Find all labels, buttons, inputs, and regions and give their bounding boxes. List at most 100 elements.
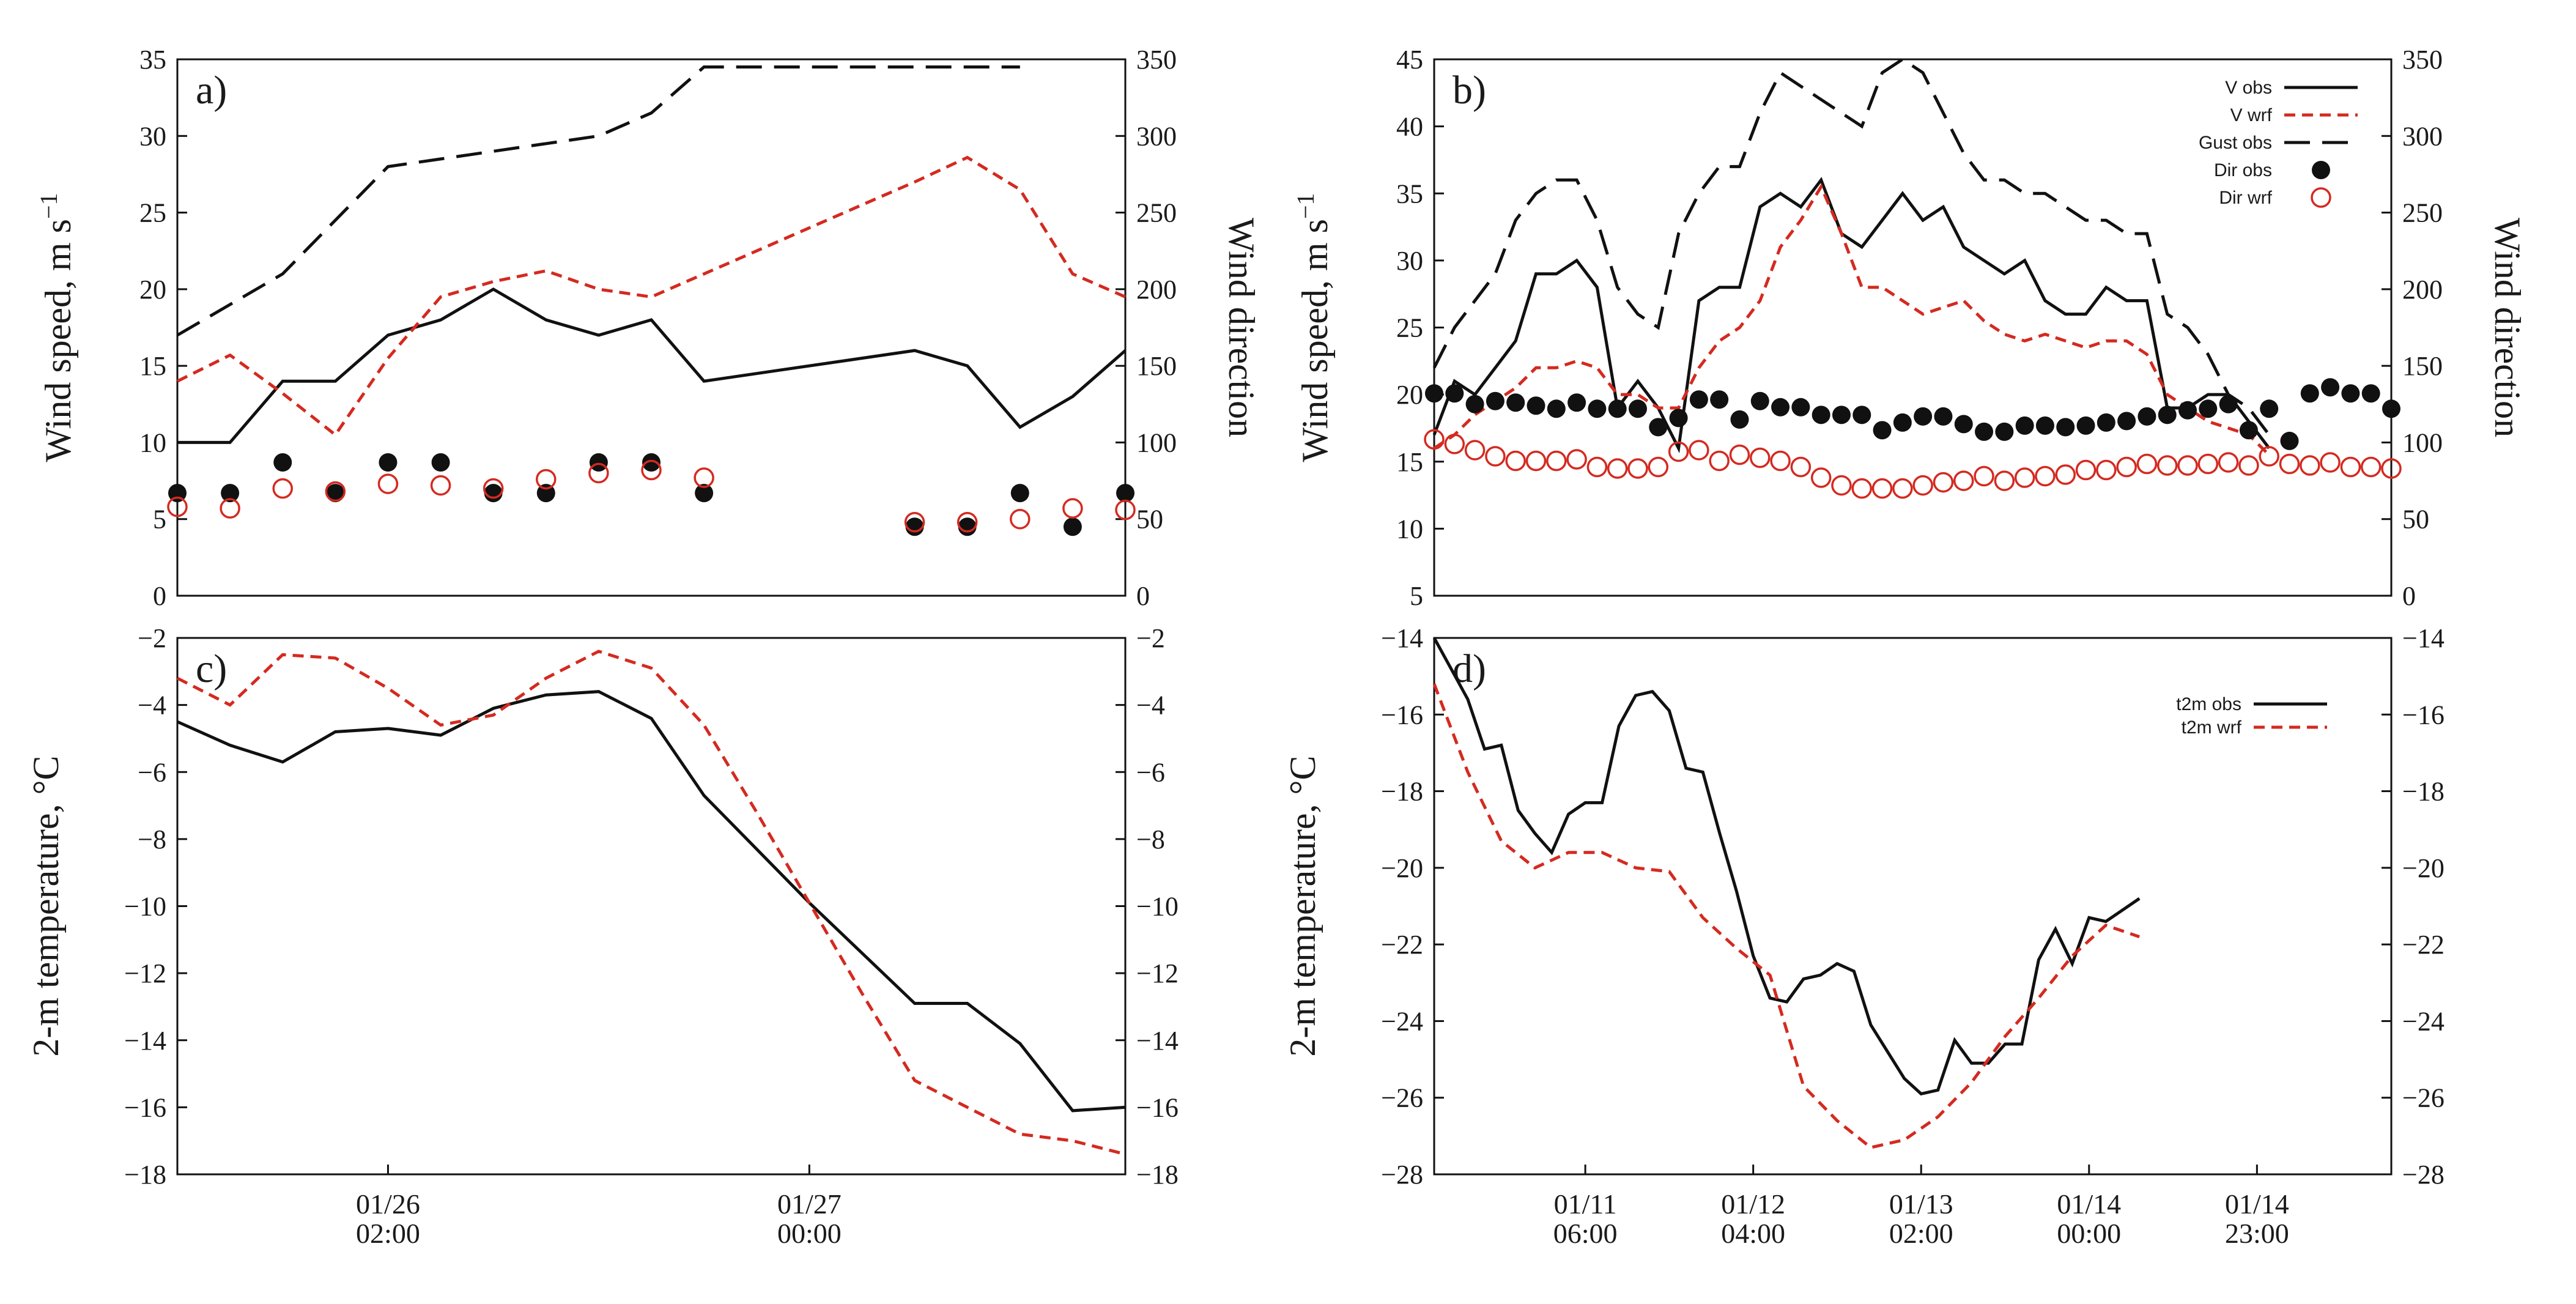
data-point-dir-obs xyxy=(1852,406,1871,424)
data-point-dir-wrf xyxy=(1790,456,1812,478)
y-tick-label-right: −14 xyxy=(1136,1026,1179,1056)
data-point-dir-obs xyxy=(2178,401,2197,420)
data-point-dir-wrf xyxy=(430,475,451,496)
y-tick-label-right: −16 xyxy=(1136,1092,1179,1122)
series-v-obs xyxy=(177,287,1127,444)
data-point-dir-wrf xyxy=(2014,467,2035,488)
y-axis-label-left-exponent: −1 xyxy=(35,193,62,219)
legend-label: V obs xyxy=(2225,78,2272,98)
data-point-dir-wrf xyxy=(1485,446,1506,467)
y-tick-label-left: −8 xyxy=(138,824,166,854)
data-point-dir-obs xyxy=(2035,416,2054,435)
panel-label: c) xyxy=(196,646,227,691)
data-point-dir-obs xyxy=(2015,416,2034,435)
y-tick-label-left: 15 xyxy=(139,351,166,381)
data-point-dir-wrf xyxy=(1892,478,1913,499)
y-axis-label-left: 2-m temperature, °C xyxy=(1282,755,1323,1056)
data-point-dir-obs xyxy=(1425,384,1443,403)
y-tick-label-left: 35 xyxy=(1396,179,1423,209)
x-tick-label-date: 01/12 xyxy=(1721,1188,1785,1220)
y-tick-label-right: 200 xyxy=(1136,275,1177,305)
data-point-dir-wrf xyxy=(2055,464,2076,485)
y-axis-label-right: Wind direction xyxy=(2487,218,2528,437)
data-point-dir-wrf xyxy=(536,469,557,490)
data-point-dir-obs xyxy=(2056,418,2075,437)
y-axis-label-left: 2-m temperature, °C xyxy=(26,755,66,1056)
data-point-dir-wrf xyxy=(1750,447,1771,469)
data-point-dir-obs xyxy=(695,484,714,503)
data-point-dir-obs xyxy=(2137,407,2156,426)
data-point-dir-wrf xyxy=(1464,440,1486,461)
y-tick-label-left: −26 xyxy=(1381,1083,1423,1113)
legend-label: t2m wrf xyxy=(2182,717,2242,738)
y-tick-label-right: 150 xyxy=(1136,351,1177,381)
y-tick-label-right: 0 xyxy=(2402,581,2416,611)
y-tick-label-left: 15 xyxy=(1396,447,1423,477)
y-tick-label-left: 30 xyxy=(139,121,166,151)
y-tick-label-right: 0 xyxy=(1136,581,1150,611)
data-point-dir-obs xyxy=(2341,384,2360,403)
data-point-dir-wrf xyxy=(1974,465,1994,487)
series-gust-obs xyxy=(1432,57,2271,436)
y-tick-label-right: 200 xyxy=(2402,275,2443,305)
data-point-dir-obs xyxy=(431,453,450,472)
y-tick-label-right: −6 xyxy=(1136,757,1165,787)
series-dir-wrf xyxy=(167,459,1136,533)
data-point-dir-wrf xyxy=(1627,458,1648,479)
plot-frame xyxy=(176,58,1127,597)
panel-label: a) xyxy=(196,68,227,113)
y-tick-label-left: 40 xyxy=(1396,112,1423,142)
data-point-dir-obs xyxy=(2117,412,2136,431)
y-axis-label-right: Wind direction xyxy=(1221,218,1262,437)
y-tick-label-right: 350 xyxy=(2402,45,2443,75)
y-tick-label-left: −18 xyxy=(1381,777,1423,807)
data-point-dir-wrf xyxy=(2238,455,2259,476)
data-point-dir-wrf xyxy=(1770,450,1791,472)
x-tick-label-time: 02:00 xyxy=(1889,1218,1953,1249)
data-point-dir-obs xyxy=(536,484,555,503)
data-point-dir-wrf xyxy=(1668,441,1689,462)
legend-symbol-dir-obs xyxy=(2312,161,2330,179)
data-point-dir-wrf xyxy=(2156,455,2178,476)
y-tick-label-left: −14 xyxy=(1381,623,1423,653)
x-tick-label-date: 01/27 xyxy=(777,1188,842,1220)
data-point-dir-obs xyxy=(1710,390,1729,409)
panel-label: b) xyxy=(1453,68,1486,113)
data-point-dir-obs xyxy=(326,484,345,503)
y-tick-label-left: 0 xyxy=(153,581,166,611)
data-point-dir-obs xyxy=(1010,484,1029,503)
data-point-dir-wrf xyxy=(1546,450,1567,472)
y-tick-label-left: −10 xyxy=(124,892,166,922)
panel-d: −28 −26 −24 −22 −20 −18 −16 −14 −28 −26 −24 −22 −20 −… xyxy=(1282,623,2445,1249)
legend-b: V obs V wrf Gust obs Dir obs Dir wrf xyxy=(2199,78,2358,208)
data-point-dir-wrf xyxy=(2035,465,2056,487)
y-tick-label-left: −18 xyxy=(124,1160,166,1190)
data-point-dir-wrf xyxy=(1115,499,1136,520)
y-axis-label-left-exponent: −1 xyxy=(1292,193,1319,219)
series-dir-obs xyxy=(168,453,1134,536)
data-point-dir-wrf xyxy=(1566,449,1587,470)
y-tick-label-right: −16 xyxy=(2402,700,2445,730)
data-point-dir-wrf xyxy=(1444,434,1465,454)
y-tick-label-right: 50 xyxy=(2402,505,2429,535)
legend-label: V wrf xyxy=(2230,105,2273,125)
y-tick-label-right: −24 xyxy=(2402,1006,2445,1036)
y-tick-label-right: −18 xyxy=(2402,777,2445,807)
y-axis-label-left-text: Wind speed, m s xyxy=(1295,219,1335,462)
data-point-dir-obs xyxy=(642,453,661,472)
legend-label: Dir wrf xyxy=(2219,188,2272,208)
x-tick-label-date: 01/13 xyxy=(1889,1188,1953,1220)
y-tick-label-left: −16 xyxy=(124,1092,166,1122)
y-tick-label-left: −22 xyxy=(1381,930,1423,960)
data-point-dir-wrf xyxy=(2136,453,2158,475)
x-tick-label-time: 00:00 xyxy=(777,1218,842,1249)
data-point-dir-obs xyxy=(1527,396,1545,415)
y-tick-label-left: −28 xyxy=(1381,1160,1423,1190)
data-point-dir-wrf xyxy=(2360,456,2382,478)
data-point-dir-obs xyxy=(1995,422,2014,441)
data-point-dir-wrf xyxy=(904,511,925,533)
series-t2m-obs xyxy=(176,690,1126,1113)
data-point-dir-wrf xyxy=(588,462,609,484)
y-tick-label-left: 5 xyxy=(153,505,166,535)
x-tick-label-time: 02:00 xyxy=(356,1218,420,1249)
